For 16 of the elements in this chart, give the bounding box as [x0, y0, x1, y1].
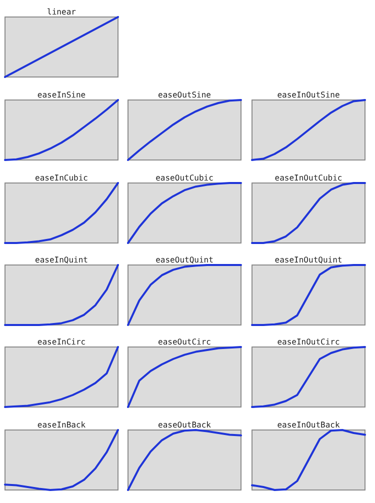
chart-title: easeOutBack — [158, 420, 212, 430]
chart-title: easeOutCubic — [156, 174, 214, 182]
chart-title: easeInOutBack — [277, 420, 340, 430]
chart-title: easeInCubic — [35, 174, 88, 182]
chart-title: easeInOutCirc — [277, 338, 340, 346]
chart-title: easeOutCirc — [158, 338, 212, 346]
chart-title: easeInBack — [37, 420, 86, 430]
chart-title: easeOutSine — [158, 90, 212, 100]
chart-title: easeInQuint — [35, 256, 88, 264]
chart-title: easeInSine — [37, 90, 86, 100]
chart-title: easeInOutCubic — [274, 174, 342, 182]
chart-title: easeInOutQuint — [274, 256, 342, 264]
chart-title: easeInCirc — [37, 338, 86, 346]
chart-title: easeInOutSine — [277, 90, 340, 100]
chart-title: easeOutQuint — [156, 256, 214, 264]
chart-title: linear — [47, 8, 76, 16]
